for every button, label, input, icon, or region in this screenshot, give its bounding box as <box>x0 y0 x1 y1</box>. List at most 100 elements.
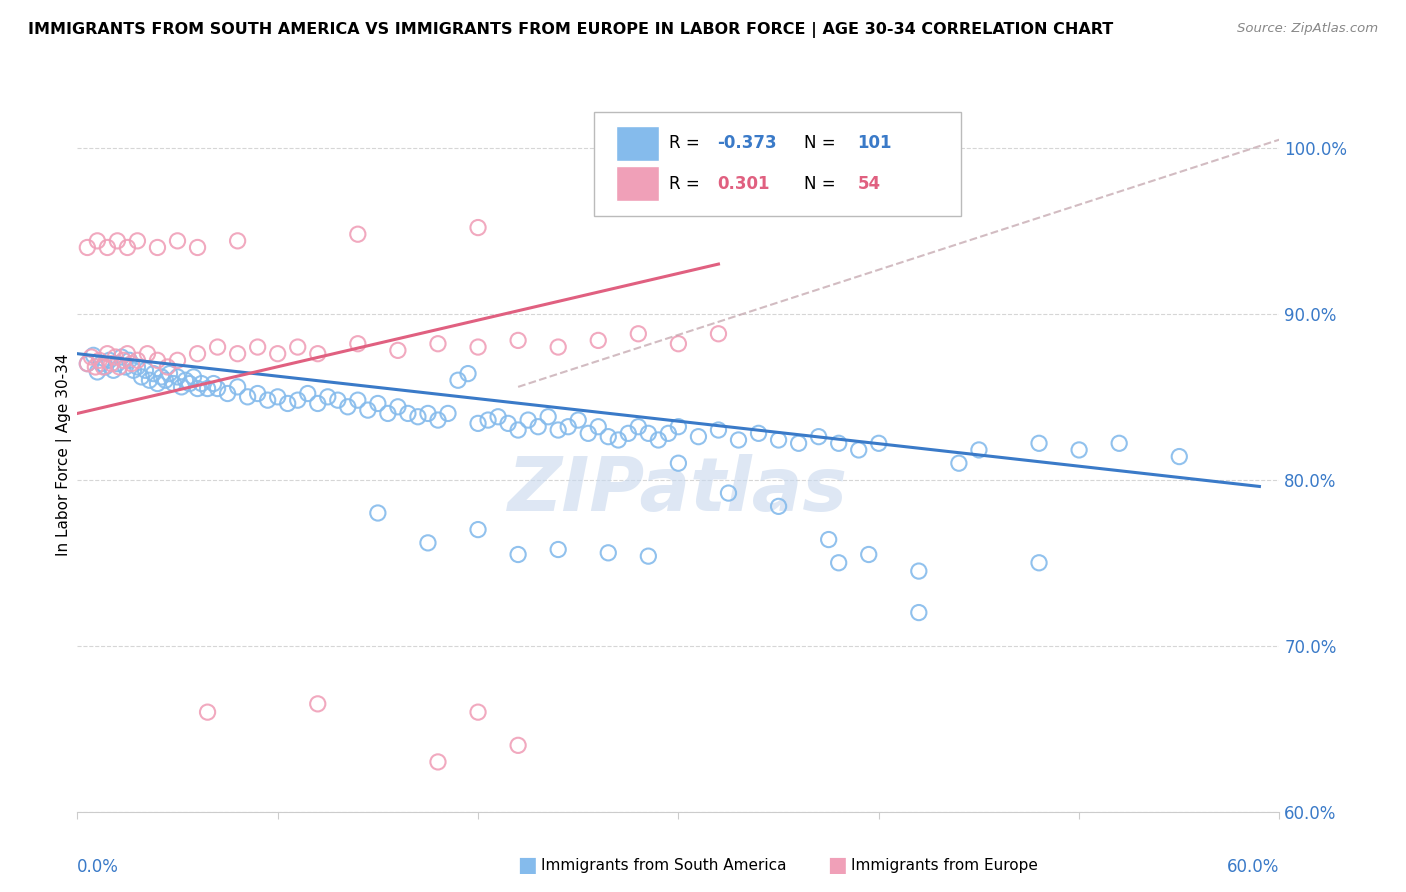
Point <box>787 436 810 450</box>
Point <box>1028 556 1050 570</box>
Point <box>246 340 269 354</box>
Point <box>557 419 579 434</box>
Point <box>136 347 159 361</box>
Point <box>226 380 249 394</box>
Point <box>122 363 145 377</box>
Point <box>108 359 131 374</box>
Point <box>908 564 931 578</box>
Point <box>967 442 990 457</box>
Point <box>84 359 107 374</box>
Point <box>427 413 450 427</box>
Point <box>267 347 290 361</box>
Point <box>146 240 169 254</box>
Point <box>183 370 205 384</box>
Point <box>150 370 173 384</box>
Point <box>277 396 299 410</box>
Point <box>307 697 329 711</box>
Point <box>127 234 149 248</box>
Point <box>467 220 489 235</box>
Point <box>868 436 890 450</box>
Point <box>170 380 193 394</box>
Point <box>166 234 188 248</box>
Point <box>828 436 851 450</box>
FancyBboxPatch shape <box>616 126 659 161</box>
Point <box>112 353 135 368</box>
Point <box>357 403 380 417</box>
Point <box>416 536 439 550</box>
Point <box>627 326 650 341</box>
Point <box>406 409 429 424</box>
Point <box>496 417 519 431</box>
Point <box>190 376 212 391</box>
Point <box>94 359 117 374</box>
Point <box>527 419 550 434</box>
Point <box>86 365 108 379</box>
Point <box>76 357 98 371</box>
Point <box>508 548 530 562</box>
Point <box>207 382 229 396</box>
Point <box>1108 436 1130 450</box>
Point <box>127 359 149 374</box>
Point <box>316 390 339 404</box>
Point <box>131 370 153 384</box>
Point <box>117 240 139 254</box>
Point <box>477 413 499 427</box>
Text: N =: N = <box>783 175 841 193</box>
Point <box>467 705 489 719</box>
Point <box>307 396 329 410</box>
Point <box>155 373 177 387</box>
Point <box>76 357 98 371</box>
Text: 0.0%: 0.0% <box>77 858 120 876</box>
Point <box>96 240 118 254</box>
Point <box>828 556 851 570</box>
Point <box>637 426 659 441</box>
Point <box>146 376 169 391</box>
Point <box>187 382 209 396</box>
Text: IMMIGRANTS FROM SOUTH AMERICA VS IMMIGRANTS FROM EUROPE IN LABOR FORCE | AGE 30-: IMMIGRANTS FROM SOUTH AMERICA VS IMMIGRA… <box>28 22 1114 38</box>
Point <box>287 340 309 354</box>
Point <box>567 413 589 427</box>
Point <box>668 336 690 351</box>
Point <box>80 350 103 364</box>
Point <box>217 386 239 401</box>
Point <box>187 240 209 254</box>
Point <box>457 367 479 381</box>
Point <box>637 549 659 563</box>
Point <box>707 423 730 437</box>
Point <box>1028 436 1050 450</box>
Point <box>537 409 560 424</box>
Point <box>707 326 730 341</box>
Point <box>100 357 122 371</box>
Point <box>226 234 249 248</box>
Point <box>146 353 169 368</box>
Point <box>576 426 599 441</box>
Point <box>717 486 740 500</box>
Point <box>117 347 139 361</box>
Point <box>668 419 690 434</box>
Point <box>347 336 370 351</box>
Point <box>447 373 470 387</box>
Point <box>120 357 142 371</box>
Text: Immigrants from Europe: Immigrants from Europe <box>851 858 1038 872</box>
Text: ■: ■ <box>827 855 846 875</box>
Point <box>588 334 610 348</box>
Point <box>748 426 770 441</box>
Point <box>347 227 370 242</box>
Text: N =: N = <box>783 134 841 152</box>
Point <box>142 367 165 381</box>
Point <box>768 433 790 447</box>
Point <box>107 234 129 248</box>
Point <box>89 353 111 368</box>
Point <box>156 359 179 374</box>
Point <box>110 350 132 364</box>
Text: 54: 54 <box>858 175 880 193</box>
Point <box>598 546 620 560</box>
Point <box>517 413 540 427</box>
Point <box>668 456 690 470</box>
Point <box>547 542 569 557</box>
Point <box>657 426 679 441</box>
Point <box>197 705 219 719</box>
Text: Immigrants from South America: Immigrants from South America <box>541 858 787 872</box>
Point <box>166 370 188 384</box>
Point <box>1069 442 1091 457</box>
